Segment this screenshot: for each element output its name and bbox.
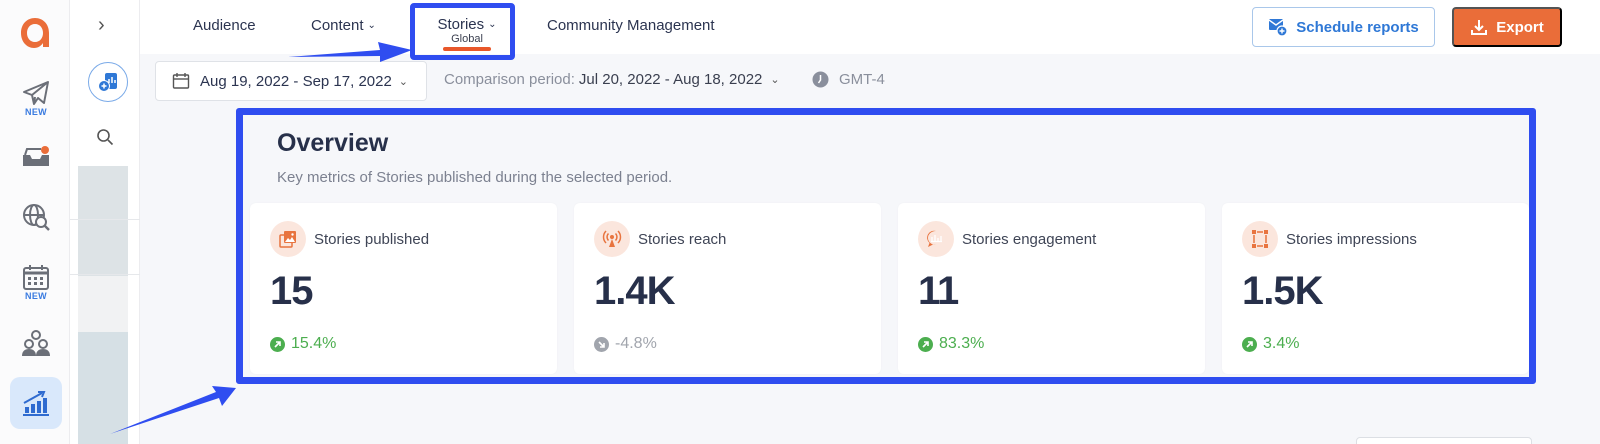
brand-logo[interactable] bbox=[18, 14, 52, 52]
new-badge: NEW bbox=[25, 290, 47, 301]
blurred-profile-list bbox=[78, 276, 128, 332]
sidebar-item-analytics[interactable] bbox=[10, 377, 62, 429]
tab-label: Audience bbox=[193, 17, 256, 34]
metric-value: 11 bbox=[918, 269, 959, 313]
comparison-label: Comparison period: bbox=[444, 71, 575, 88]
download-icon bbox=[1471, 20, 1488, 35]
schedule-reports-label: Schedule reports bbox=[1296, 18, 1419, 36]
clock-icon bbox=[812, 71, 829, 88]
tab-content[interactable]: Content ⌄ bbox=[311, 17, 376, 34]
sidebar-item-calendar[interactable]: NEW bbox=[10, 262, 62, 302]
new-badge: NEW bbox=[25, 106, 47, 117]
comparison-period-selector[interactable]: Comparison period: Jul 20, 2022 - Aug 18… bbox=[444, 71, 780, 88]
sidebar-item-team[interactable] bbox=[10, 328, 62, 358]
main-sidebar: NEW NEW bbox=[0, 0, 70, 444]
metric-value: 1.5K bbox=[1242, 269, 1323, 313]
export-label: Export bbox=[1496, 18, 1544, 36]
tab-audience[interactable]: Audience bbox=[193, 17, 256, 34]
metric-label: Stories reach bbox=[638, 231, 727, 248]
metric-delta-value: 3.4% bbox=[1263, 335, 1300, 352]
expand-panel-icon[interactable]: › bbox=[98, 14, 105, 36]
metric-label: Stories engagement bbox=[962, 231, 1097, 248]
tab-stories[interactable]: Stories ⌄ Global bbox=[418, 8, 516, 56]
active-tab-indicator bbox=[443, 47, 491, 51]
metric-label: Stories published bbox=[314, 231, 430, 248]
timezone-indicator: GMT-4 bbox=[812, 71, 885, 88]
overview-section: Overview Key metrics of Stories publishe… bbox=[236, 108, 1536, 384]
image-stack-icon bbox=[270, 221, 306, 257]
trend-up-icon bbox=[1242, 336, 1257, 352]
timezone-value: GMT-4 bbox=[839, 71, 885, 88]
search-icon bbox=[97, 129, 114, 146]
metric-delta: 15.4% bbox=[270, 335, 336, 353]
tab-sublabel: Global bbox=[451, 33, 483, 45]
schedule-reports-button[interactable]: Schedule reports bbox=[1252, 7, 1435, 47]
tab-community-management[interactable]: Community Management bbox=[547, 17, 715, 34]
search-button[interactable] bbox=[96, 128, 114, 151]
globe-search-icon bbox=[23, 204, 50, 231]
metric-delta-value: 15.4% bbox=[291, 335, 337, 352]
tab-label: Stories bbox=[437, 16, 485, 33]
chevron-down-icon: ⌄ bbox=[398, 75, 408, 88]
partial-control[interactable] bbox=[1356, 437, 1532, 444]
tab-label: Content bbox=[311, 17, 364, 34]
metric-label: Stories impressions bbox=[1286, 231, 1417, 248]
metric-delta: 83.3% bbox=[918, 335, 984, 353]
add-report-icon bbox=[98, 73, 117, 92]
paper-plane-icon bbox=[23, 80, 49, 105]
trend-up-icon bbox=[270, 336, 285, 352]
metric-delta: 3.4% bbox=[1242, 335, 1299, 353]
overview-subtitle: Key metrics of Stories published during … bbox=[277, 169, 673, 186]
metric-card-stories-engagement: Stories engagement 11 83.3% bbox=[898, 203, 1205, 374]
comparison-value: Jul 20, 2022 - Aug 18, 2022 bbox=[578, 71, 763, 88]
calendar-icon bbox=[23, 264, 49, 290]
date-range-value: Aug 19, 2022 - Sep 17, 2022 bbox=[200, 72, 392, 90]
sidebar-item-listening[interactable] bbox=[10, 200, 62, 234]
metric-delta-value: -4.8% bbox=[615, 335, 657, 352]
overview-title: Overview bbox=[277, 129, 389, 157]
blurred-profile-list bbox=[78, 166, 128, 276]
tab-label: Community Management bbox=[547, 17, 715, 34]
sidebar-item-publish[interactable]: NEW bbox=[10, 76, 62, 120]
metric-delta-value: 83.3% bbox=[939, 335, 985, 352]
metric-card-stories-reach: Stories reach 1.4K -4.8% bbox=[574, 203, 881, 374]
sidebar-item-inbox[interactable] bbox=[10, 142, 62, 172]
broadcast-icon bbox=[594, 221, 630, 257]
chevron-down-icon: ⌄ bbox=[770, 74, 780, 86]
chevron-down-icon: ⌄ bbox=[367, 20, 376, 31]
inbox-icon bbox=[23, 146, 49, 166]
divider bbox=[70, 219, 140, 220]
chevron-down-icon: ⌄ bbox=[488, 19, 497, 30]
metric-card-stories-published: Stories published 15 15.4% bbox=[250, 203, 557, 374]
team-icon bbox=[22, 330, 50, 356]
blurred-profile-list bbox=[78, 332, 128, 444]
divider bbox=[70, 274, 140, 275]
date-range-picker[interactable]: Aug 19, 2022 - Sep 17, 2022 ⌄ bbox=[155, 61, 427, 101]
trend-down-icon bbox=[594, 336, 609, 352]
calendar-icon bbox=[172, 73, 190, 89]
export-button[interactable]: Export bbox=[1452, 7, 1562, 47]
schedule-mail-icon bbox=[1268, 19, 1288, 37]
trend-up-icon bbox=[918, 336, 933, 352]
secondary-panel: › bbox=[70, 0, 140, 444]
top-nav: Audience Content ⌄ Stories ⌄ Global Comm… bbox=[140, 0, 1600, 54]
metric-value: 15 bbox=[270, 269, 313, 313]
frame-icon bbox=[1242, 221, 1278, 257]
chat-chart-icon bbox=[918, 221, 954, 257]
metric-card-stories-impressions: Stories impressions 1.5K 3.4% bbox=[1222, 203, 1529, 374]
metric-delta: -4.8% bbox=[594, 335, 657, 353]
metric-cards: Stories published 15 15.4% Stories reach… bbox=[250, 203, 1529, 374]
metric-value: 1.4K bbox=[594, 269, 675, 313]
analytics-chart-icon bbox=[23, 391, 49, 416]
add-report-button[interactable] bbox=[88, 62, 128, 102]
